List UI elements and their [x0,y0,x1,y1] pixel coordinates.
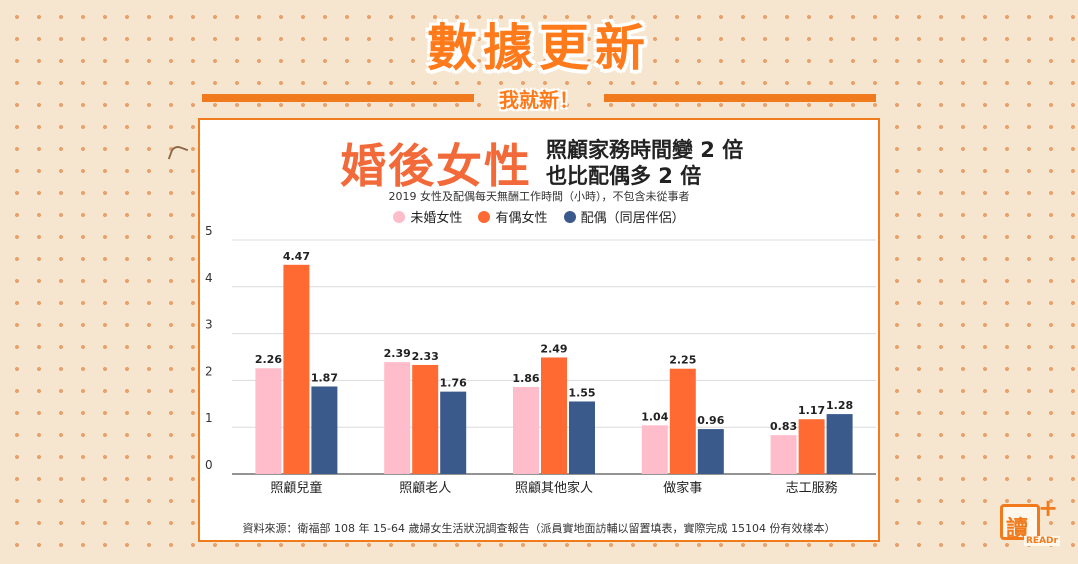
data-label: 2.39 [384,347,411,360]
bar [283,264,310,474]
y-tick-label: 4 [205,271,213,285]
source-note: 資料來源：衛福部 108 年 15-64 歲婦女生活狀況調查報告（派員實地面訪輔… [242,522,836,535]
legend-label-unmarried: 未婚女性 [410,211,463,226]
legend-dot-spouse [563,211,576,223]
bar [255,368,282,474]
headline-line-2: 也比配偶多 2 倍 [546,164,702,188]
data-label: 2.49 [540,342,567,355]
data-label: 4.47 [283,250,310,263]
x-tick-label: 照顧兒童 [270,480,322,496]
legend-item-unmarried: 未婚女性 [393,207,462,226]
headline-line-1: 照顧家務時間變 2 倍 [546,138,744,162]
readr-logo: 讀 + READr [1000,494,1060,548]
bar [798,419,825,474]
x-tick-label: 志工服務 [786,481,838,496]
banner-rule-right [604,94,876,102]
bar [826,414,853,474]
banner-title: 數據更新 [427,19,651,77]
logo-tag: READr [1024,536,1060,546]
data-label: 0.83 [770,420,797,433]
data-label: 1.04 [641,410,668,423]
y-tick-label: 5 [205,224,213,238]
x-tick-label: 照顧其他家人 [515,480,593,496]
bar [541,357,567,474]
legend-item-married: 有偶女性 [478,207,548,226]
bar [569,401,595,474]
data-label: 1.87 [311,371,338,384]
banner-rule-left [202,94,474,102]
bar [311,386,338,474]
legend-dot-married [478,211,491,223]
chart-legend: 未婚女性 有偶女性 配偶（同居伴侶） [0,207,1078,226]
logo-char: 讀 [1006,517,1029,542]
legend-label-spouse: 配偶（同居伴侶） [580,211,685,226]
y-tick-label: 1 [205,411,213,425]
y-tick-label: 3 [205,318,213,332]
data-label: 1.86 [512,372,539,385]
bar [513,386,539,474]
x-tick-label: 照顧老人 [399,481,451,496]
legend-label-married: 有偶女性 [495,211,548,226]
bar [440,391,467,474]
bar [641,425,668,474]
data-label: 1.55 [568,386,595,399]
chart-subtitle: 2019 女性及配偶每天無酬工作時間（小時），不包含未從事者 [388,190,690,203]
data-label: 1.28 [826,399,853,412]
bar [697,429,724,474]
data-label: 1.17 [798,404,825,417]
logo-box: 讀 [1000,504,1040,542]
legend-item-spouse: 配偶（同居伴侶） [563,207,685,226]
y-tick-label: 2 [205,364,213,378]
x-tick-label: 做家事 [663,480,702,496]
legend-dot-unmarried [393,211,406,223]
headline-big: 婚後女性 [340,139,532,193]
bar [770,435,797,474]
bar [412,364,439,474]
bar [384,362,411,474]
data-label: 1.76 [440,377,467,390]
logo-plus: + [1038,494,1059,522]
data-label: 0.96 [697,414,724,427]
data-label: 2.25 [669,354,696,367]
data-label: 2.26 [255,353,282,366]
banner-subtitle: 我就新！ [499,88,579,112]
bar [669,368,696,474]
data-label: 2.33 [412,350,439,363]
y-tick-label: 0 [205,458,213,472]
